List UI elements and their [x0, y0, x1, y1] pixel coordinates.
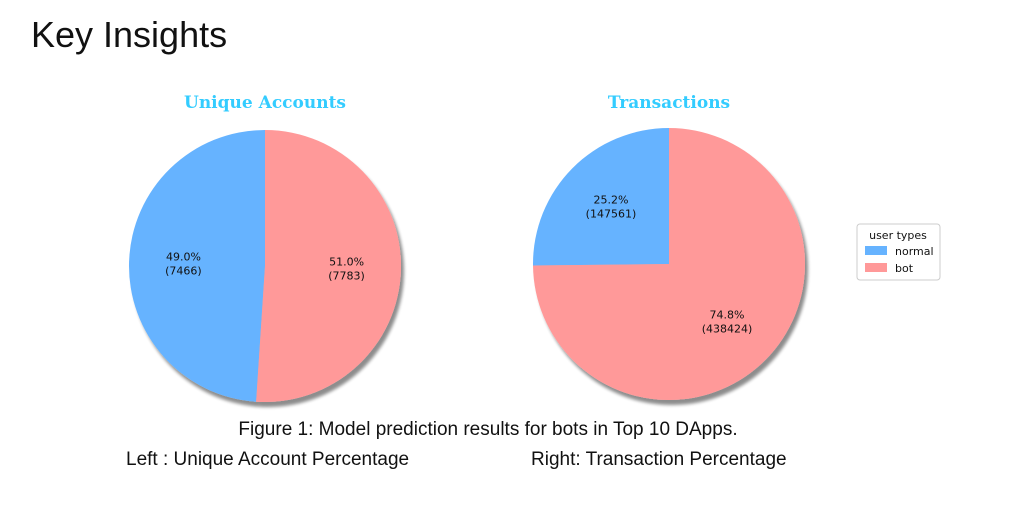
- pie-labels-unique-accounts: 49.0%(7466) 51.0%(7783): [165, 250, 365, 282]
- slice-percent-label-bot: 51.0%: [329, 256, 364, 269]
- slice-percent-label-bot: 74.8%: [710, 308, 745, 321]
- pie-transactions: [532, 128, 806, 400]
- slice-percent-label-normal: 25.2%: [593, 194, 628, 207]
- pie-slice-bot: [256, 130, 401, 402]
- pie-slice-normal: [532, 128, 669, 266]
- legend-swatch-normal: [865, 246, 887, 255]
- chart-title-transactions: Transactions: [608, 93, 730, 113]
- slice-percent-label-normal: 49.0%: [166, 250, 201, 263]
- legend-label-bot: bot: [895, 262, 914, 275]
- caption-right-description: Right: Transaction Percentage: [531, 449, 787, 470]
- pie-slice-normal: [128, 130, 265, 402]
- pie-unique-accounts: [128, 130, 401, 402]
- legend: user types normal bot: [856, 223, 941, 281]
- slice-count-label-normal: (7466): [165, 264, 202, 277]
- chart-title-unique-accounts: Unique Accounts: [184, 93, 346, 113]
- pie-slice-bot: [533, 128, 806, 400]
- slice-count-label-bot: (438424): [702, 322, 753, 335]
- slice-count-label-normal: (147561): [586, 208, 637, 221]
- figure-caption: Figure 1: Model prediction results for b…: [238, 419, 738, 440]
- slice-count-label-bot: (7783): [328, 270, 365, 283]
- slide-title: Key Insights: [31, 14, 228, 55]
- legend-label-normal: normal: [895, 245, 934, 258]
- caption-left-description: Left : Unique Account Percentage: [126, 449, 410, 470]
- legend-swatch-bot: [865, 263, 887, 272]
- pie-labels-transactions: 25.2%(147561) 74.8%(438424): [586, 194, 753, 336]
- legend-title: user types: [869, 229, 927, 242]
